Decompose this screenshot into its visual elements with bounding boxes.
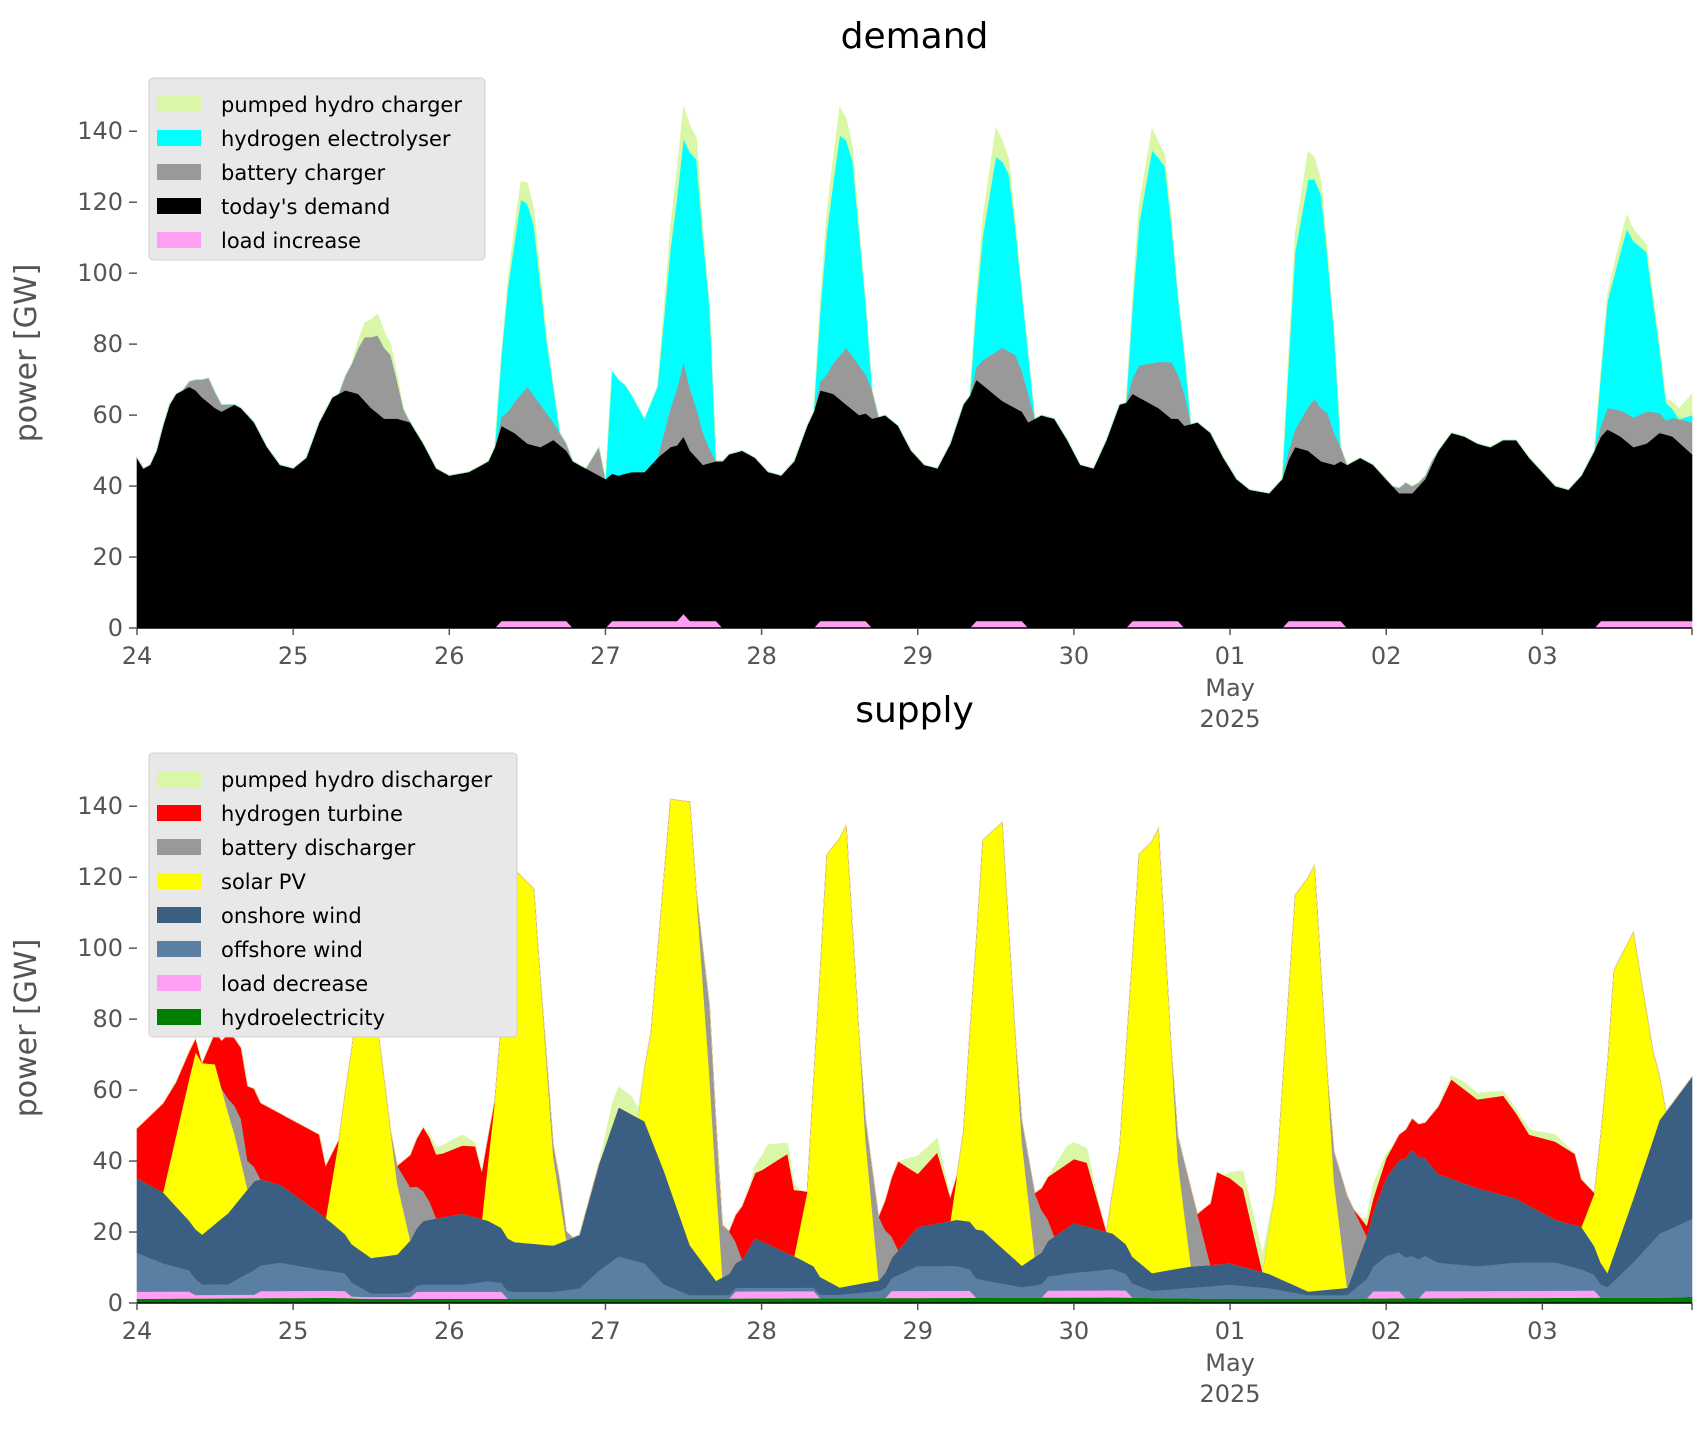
legend-swatch (157, 873, 201, 889)
x-sublabel-month: May (1205, 1349, 1255, 1377)
legend-entry: battery discharger (221, 836, 416, 860)
y-tick-label: 0 (108, 1289, 123, 1317)
y-tick-label: 140 (77, 792, 123, 820)
legend: pumped hydro discharger hydrogen turbine b… (148, 752, 518, 1038)
legend-swatch (157, 164, 201, 180)
legend-swatch (157, 96, 201, 112)
y-tick-label: 60 (92, 1076, 123, 1104)
chart-title: supply (855, 690, 974, 731)
axes: 0 20 40 60 80 100 120 140 24 25 26 27 28 29 30 01 02 03 Ma… (77, 117, 1693, 733)
x-tick-label: 03 (1527, 642, 1558, 670)
legend-swatch (157, 907, 201, 923)
y-tick-label: 140 (77, 117, 123, 145)
x-sublabel-year: 2025 (1200, 1380, 1261, 1408)
y-tick-label: 80 (92, 330, 123, 358)
legend-swatch (157, 771, 201, 787)
x-tick-label: 27 (590, 1317, 621, 1345)
x-tick-label: 30 (1059, 642, 1090, 670)
legend-entry: pumped hydro charger (221, 93, 462, 117)
legend-swatch (157, 198, 201, 214)
legend-swatch (157, 941, 201, 957)
x-tick-label: 24 (122, 1317, 153, 1345)
y-tick-label: 20 (92, 543, 123, 571)
x-tick-label: 25 (278, 642, 309, 670)
legend-entry: load increase (221, 229, 361, 253)
x-tick-label: 29 (902, 1317, 933, 1345)
legend-entry: onshore wind (221, 904, 362, 928)
legend-entry: battery charger (221, 161, 386, 185)
x-tick-label: 03 (1527, 1317, 1558, 1345)
x-tick-label: 01 (1215, 642, 1246, 670)
area-pumped-hydro-charger (136, 106, 1693, 494)
y-tick-label: 40 (92, 1147, 123, 1175)
x-tick-label: 02 (1371, 1317, 1402, 1345)
x-tick-label: 02 (1371, 642, 1402, 670)
axes: 0 20 40 60 80 100 120 140 24 25 26 27 28 29 30 01 02 03 Ma… (77, 792, 1693, 1408)
legend-entry: hydrogen turbine (221, 802, 403, 826)
legend-swatch (157, 1009, 201, 1025)
y-tick-label: 120 (77, 188, 123, 216)
legend-entry: today's demand (221, 195, 390, 219)
legend-entry: hydrogen electrolyser (221, 127, 451, 151)
area-pumped-hydro-discharger (136, 798, 1693, 1273)
legend-entry: solar PV (221, 870, 306, 894)
legend-box (148, 77, 486, 261)
area-layers (136, 106, 1693, 629)
y-tick-label: 60 (92, 401, 123, 429)
legend-swatch (157, 232, 201, 248)
legend-entry: load decrease (221, 972, 368, 996)
y-tick-label: 120 (77, 863, 123, 891)
legend-swatch (157, 839, 201, 855)
x-tick-label: 25 (278, 1317, 309, 1345)
x-tick-label: 30 (1059, 1317, 1090, 1345)
y-tick-label: 80 (92, 1005, 123, 1033)
y-tick-label: 40 (92, 472, 123, 500)
x-tick-label: 01 (1215, 1317, 1246, 1345)
area-layers (136, 798, 1693, 1304)
legend-entry: offshore wind (221, 938, 363, 962)
legend-swatch (157, 130, 201, 146)
y-tick-label: 20 (92, 1218, 123, 1246)
y-tick-label: 0 (108, 614, 123, 642)
y-tick-label: 100 (77, 934, 123, 962)
legend-entry: pumped hydro discharger (221, 768, 492, 792)
y-axis-label: power [GW] (9, 264, 44, 443)
legend: pumped hydro charger hydrogen electrolyse… (148, 77, 486, 261)
x-tick-label: 26 (434, 1317, 465, 1345)
y-axis-label: power [GW] (9, 939, 44, 1118)
legend-box (148, 752, 518, 1038)
legend-swatch (157, 975, 201, 991)
legend-entry: hydroelectricity (221, 1006, 385, 1030)
x-tick-label: 28 (746, 1317, 777, 1345)
chart-title: demand (841, 16, 989, 57)
legend-swatch (157, 805, 201, 821)
x-tick-label: 24 (122, 642, 153, 670)
y-tick-label: 100 (77, 259, 123, 287)
x-sublabel-year: 2025 (1200, 705, 1261, 733)
x-tick-label: 29 (902, 642, 933, 670)
x-tick-label: 27 (590, 642, 621, 670)
x-tick-label: 26 (434, 642, 465, 670)
x-sublabel-month: May (1205, 674, 1255, 702)
x-tick-label: 28 (746, 642, 777, 670)
